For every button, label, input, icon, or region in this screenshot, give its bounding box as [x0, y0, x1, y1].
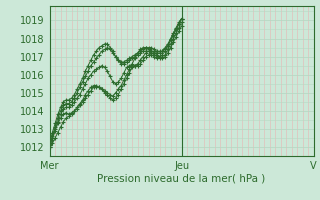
X-axis label: Pression niveau de la mer( hPa ): Pression niveau de la mer( hPa ): [98, 174, 266, 184]
